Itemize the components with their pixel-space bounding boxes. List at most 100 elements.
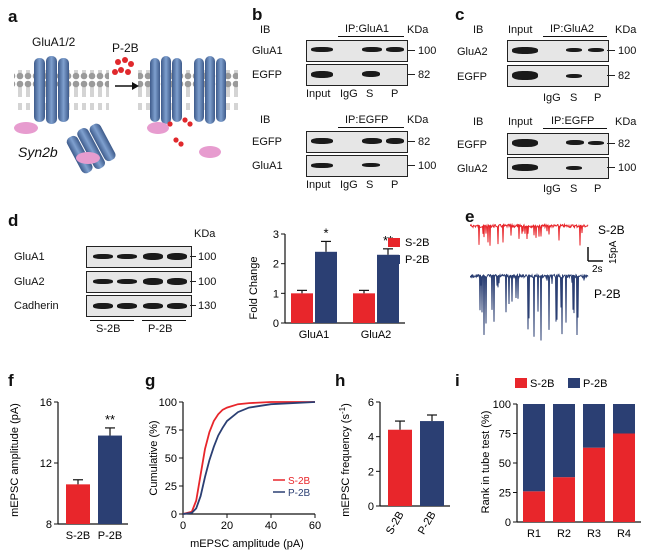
syn2b-blob-icon [76, 152, 100, 164]
x-tick-label: R1 [527, 528, 541, 540]
blot-row-label: GluA1 [252, 160, 283, 172]
chart-h: mEPSC frequency (s-1) 0 2 4 6 S-2B P-2B [338, 397, 450, 537]
x-tick-label: P-2B [416, 510, 439, 537]
schematic-panel-a: GluA1/2 P-2B Syn2b [0, 0, 245, 205]
bar-p-2b [98, 435, 122, 524]
bar-s-2b [66, 484, 90, 524]
panel-label-h: h [335, 371, 346, 390]
stacked-bar-s2b-r4 [613, 433, 635, 522]
mepsc-traces: 2s 15pA S-2B P-2B [470, 222, 625, 341]
lane-label: IgG [543, 183, 561, 195]
syn2b-blob-icon [14, 122, 38, 134]
blot-row-label: EGFP [457, 71, 487, 83]
trace-s2b [470, 222, 589, 246]
panel-b: IB IP:GluA1 KDa GluA1 EGFP 100 82 Input … [250, 0, 455, 205]
panel-c: IB Input IP:GluA2 KDa GluA2 EGFP 100 82 … [455, 0, 654, 205]
western-blot-strip [306, 131, 408, 153]
bar-s-2b-glua2 [353, 293, 375, 323]
panel-label-i: i [455, 371, 460, 390]
lane-label: P [594, 183, 602, 195]
bar-p-2b-glua1 [315, 251, 337, 323]
blot-row-label: GluA1 [14, 251, 45, 263]
ib-label: IB [473, 24, 484, 36]
western-blot-strip [306, 155, 408, 177]
panel-label-d: d [8, 211, 19, 230]
y-tick-label: 16 [40, 397, 52, 409]
western-blot-strip [507, 65, 609, 87]
x-tick-label: 40 [265, 520, 277, 532]
blot-row-label: GluA2 [457, 46, 488, 58]
kda-label: KDa [407, 24, 429, 36]
stacked-bar-p2b-r4 [613, 404, 635, 434]
lane-label: IgG [340, 179, 358, 191]
trace-p2b [470, 272, 589, 341]
bar-s-2b-glua1 [291, 293, 313, 323]
panel-label-a: a [8, 7, 18, 26]
blot-row-label: Cadherin [14, 300, 59, 312]
lane-label: Input [306, 179, 331, 191]
y-tick-label: 25 [165, 481, 177, 493]
legend-label-s2b: S-2B [405, 237, 429, 249]
receptor-icon-right-2 [194, 56, 226, 124]
x-tick-label: GluA2 [361, 329, 392, 341]
chart-g-xlabel: mEPSC amplitude (pA) [190, 538, 304, 550]
x-tick-label: R2 [557, 528, 571, 540]
y-tick-label: 2 [368, 466, 374, 478]
x-tick-label: S-2B [66, 530, 90, 542]
kda-label: KDa [407, 114, 429, 126]
x-tick-label: 20 [221, 520, 233, 532]
y-tick-label: 50 [499, 458, 511, 470]
trace-label-p2b: P-2B [594, 287, 621, 301]
y-tick-label: 0 [368, 501, 374, 513]
peptide-label: P-2B [112, 41, 139, 55]
kda-label: KDa [615, 116, 637, 128]
lane-label: S [366, 179, 374, 191]
chart-i: Rank in tube test (%) S-2B P-2B 0 25 50 75 1… [480, 378, 641, 540]
y-tick-label: 1 [273, 288, 279, 300]
y-tick-label: 25 [499, 488, 511, 500]
ib-label: IB [260, 24, 271, 36]
y-tick-label: 100 [159, 397, 177, 409]
bar-p-2b-glua2 [377, 254, 399, 323]
western-blot-strip [86, 295, 192, 317]
blot-row-label: EGFP [252, 136, 282, 148]
y-tick-label: 0 [171, 509, 177, 521]
western-blot-strip [507, 40, 609, 62]
significance-marker: * [323, 225, 328, 240]
y-tick-label: 3 [273, 229, 279, 241]
lane-label: S [570, 183, 578, 195]
group-label: P-2B [148, 323, 173, 335]
y-tick-label: 6 [368, 397, 374, 409]
ip-underline [543, 128, 607, 129]
legend-swatch-p2b [568, 378, 580, 388]
ip-label: IP:GluA1 [345, 23, 390, 35]
y-tick-label: 4 [368, 432, 374, 444]
syn2b-blob-icon [199, 146, 221, 158]
mw-label: 100 [198, 251, 217, 263]
stacked-bar-p2b-r2 [553, 404, 575, 478]
stacked-bar-s2b-r3 [583, 447, 605, 522]
legend-label-p2b: P-2B [288, 488, 311, 499]
panel-label-b: b [252, 5, 263, 24]
legend-swatch-s2b [388, 238, 400, 247]
chart-g-ylabel: Cumulative (%) [148, 420, 160, 495]
chart-g: Cumulative (%) mEPSC amplitude (pA) 0 25 5… [148, 397, 321, 550]
legend-label-p2b: P-2B [405, 254, 429, 266]
ip-label: IP:EGFP [551, 115, 595, 127]
western-blot-strip [306, 64, 408, 86]
lane-label: Input [508, 116, 533, 128]
mw-label: 100 [618, 162, 637, 174]
internalized-receptor-icon [66, 123, 116, 174]
legend-label-s2b: S-2B [288, 476, 311, 487]
stacked-bar-s2b-r1 [523, 491, 545, 522]
ip-label: IP:EGFP [345, 114, 389, 126]
x-tick-label: R3 [587, 528, 601, 540]
lane-label: Input [508, 24, 533, 36]
mw-label: 100 [198, 276, 217, 288]
blot-row-label: EGFP [457, 139, 487, 151]
blot-row-label: EGFP [252, 69, 282, 81]
cdf-line-p-2b [182, 401, 316, 515]
panel-d-blots: KDa GluA1 GluA2 Cadherin 100 100 130 S-2… [0, 225, 240, 345]
ip-label: IP:GluA2 [550, 23, 595, 35]
